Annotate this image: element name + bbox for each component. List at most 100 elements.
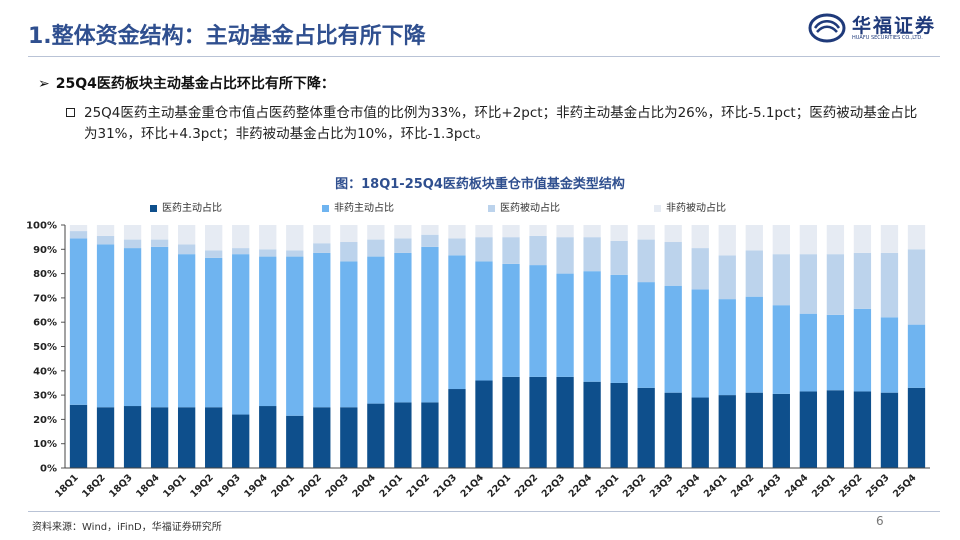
bar-segment [664,285,682,393]
legend-label: 医药主动占比 [162,203,222,214]
x-tick-label: 22Q2 [513,472,541,500]
bar-segment [96,235,115,245]
x-tick-label: 24Q4 [783,472,811,500]
bar-segment [637,225,655,240]
square-bullet-icon [66,108,75,117]
x-tick-label: 25Q2 [837,472,865,500]
x-tick-label: 19Q4 [242,472,270,500]
bar-segment [475,225,493,238]
bar-segment [286,415,304,468]
bar-segment [313,407,331,468]
bar-segment [907,225,926,250]
y-tick-label: 20% [33,415,57,426]
bar-segment [772,254,790,306]
bar-segment [421,402,439,468]
x-tick-label: 22Q3 [540,472,568,500]
bar-segment [123,406,142,468]
bar-segment [150,407,169,468]
x-tick-label: 20Q3 [323,472,351,500]
arrow-bullet-icon: ➢ [38,76,50,92]
bar-segment [772,305,790,394]
bar-segment [853,308,872,392]
bar-segment [286,256,304,416]
bar-segment [177,254,196,408]
bar-segment [610,240,628,275]
brand-name: 华福证券 [852,15,937,37]
bar-segment [96,244,115,408]
bar-segment [421,234,439,247]
bar-segment [475,237,493,262]
bar-segment [340,225,358,243]
bar-segment [745,296,763,393]
bar-segment [367,225,385,240]
x-tick-label: 23Q1 [594,472,622,500]
bar-segment [583,237,601,272]
bar-segment [745,392,763,468]
bar-segment [502,376,520,468]
legend-swatch [488,204,495,212]
bar-segment [664,392,682,468]
bar-segment [448,389,466,468]
bar-segment [880,392,899,468]
bar-segment [637,239,655,283]
bar-segment [421,246,439,403]
bar-segment [286,250,304,257]
x-tick-label: 23Q4 [675,472,703,500]
bar-segment [826,390,845,468]
bar-segment [313,243,331,253]
bar-segment [853,252,872,309]
bar-segment [745,250,763,297]
y-tick-label: 50% [33,342,57,353]
bar-segment [826,225,845,255]
bar-segment [718,225,736,256]
bar-segment [177,225,196,245]
x-tick-label: 21Q4 [459,472,487,500]
bar-segment [69,231,88,239]
x-tick-label: 18Q1 [53,472,81,500]
bar-segment [637,387,655,468]
bar-segment [150,246,169,408]
y-tick-label: 80% [33,269,57,280]
logo-icon [808,13,846,43]
x-tick-label: 19Q1 [161,472,189,500]
bar-segment [799,254,818,314]
bar-segment [259,249,277,257]
legend-item: 医药被动占比 [488,199,560,214]
bar-segment [123,239,142,249]
bar-segment [556,273,574,377]
main-bullet: ➢ 25Q4医药板块主动基金占比环比有所下降： [38,73,335,93]
bar-segment [907,324,926,388]
bar-segment [772,225,790,255]
bar-segment [718,299,736,396]
bar-segment [286,225,304,251]
x-tick-label: 25Q1 [810,472,838,500]
bar-segment [799,391,818,468]
x-tick-label: 24Q3 [756,472,784,500]
detail-bullet: 25Q4医药主动基金重仓市值占医药整体重仓市值的比例为33%，环比+2pct；非… [66,103,930,145]
x-tick-label: 24Q1 [702,472,730,500]
bar-segment [880,252,899,318]
bar-segment [340,261,358,408]
bar-segment [123,248,142,407]
bar-segment [313,225,331,244]
bar-segment [826,314,845,391]
bar-segment [691,397,709,468]
bar-segment [96,407,115,468]
bar-segment [610,225,628,241]
bar-segment [907,249,926,325]
x-tick-label: 19Q3 [215,472,243,500]
bar-segment [826,254,845,315]
page-title: 1.整体资金结构：主动基金占比有所下降 [28,24,426,49]
bar-segment [799,225,818,255]
legend-label: 非药被动占比 [666,203,726,214]
bar-segment [69,225,88,232]
bar-segment [853,225,872,253]
bar-segment [583,225,601,238]
x-tick-label: 20Q1 [269,472,297,500]
bar-segment [96,225,115,236]
bar-segment [718,395,736,468]
y-tick-label: 60% [33,318,57,329]
x-tick-label: 18Q2 [80,472,108,500]
y-tick-label: 70% [33,293,57,304]
